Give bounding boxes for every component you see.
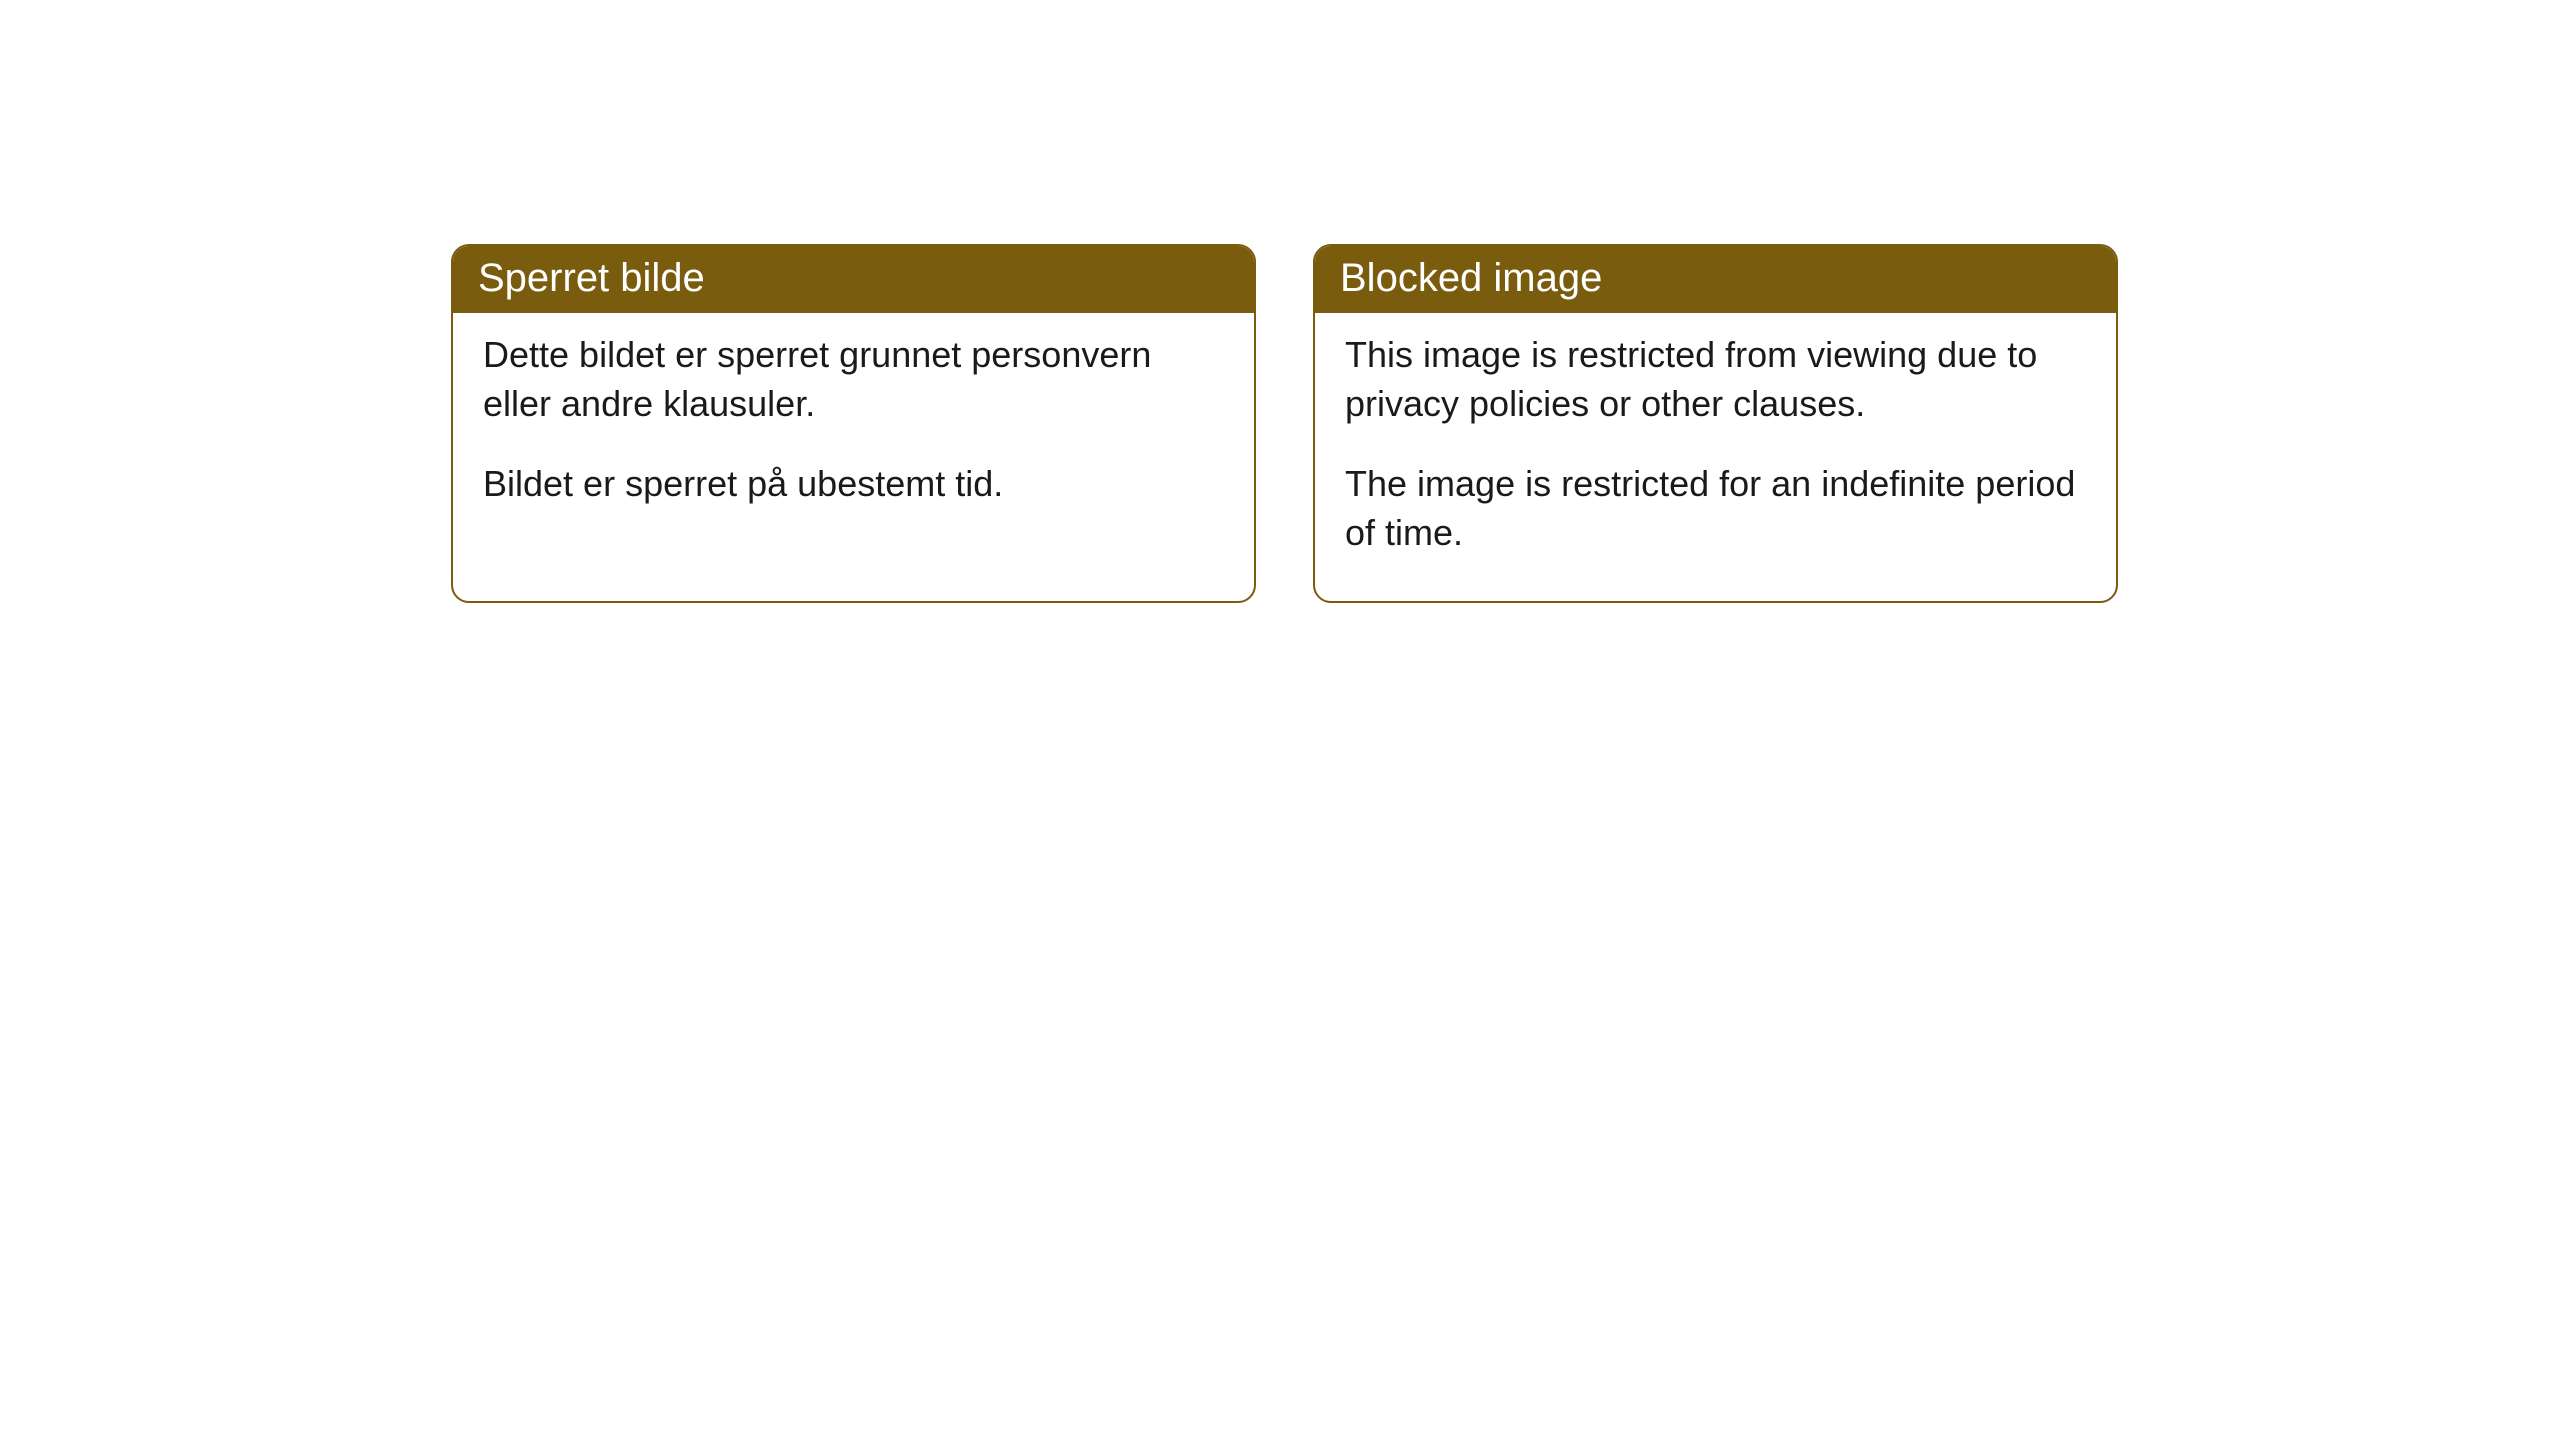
card-title: Blocked image bbox=[1340, 256, 1602, 300]
card-body: This image is restricted from viewing du… bbox=[1315, 313, 2116, 601]
card-paragraph: Bildet er sperret på ubestemt tid. bbox=[483, 460, 1224, 509]
card-paragraph: The image is restricted for an indefinit… bbox=[1345, 460, 2086, 557]
cards-container: Sperret bilde Dette bildet er sperret gr… bbox=[451, 244, 2118, 603]
card-title: Sperret bilde bbox=[478, 256, 705, 300]
card-paragraph: This image is restricted from viewing du… bbox=[1345, 331, 2086, 428]
card-paragraph: Dette bildet er sperret grunnet personve… bbox=[483, 331, 1224, 428]
card-norwegian: Sperret bilde Dette bildet er sperret gr… bbox=[451, 244, 1256, 603]
card-body: Dette bildet er sperret grunnet personve… bbox=[453, 313, 1254, 553]
card-header: Blocked image bbox=[1315, 246, 2116, 313]
card-english: Blocked image This image is restricted f… bbox=[1313, 244, 2118, 603]
card-header: Sperret bilde bbox=[453, 246, 1254, 313]
